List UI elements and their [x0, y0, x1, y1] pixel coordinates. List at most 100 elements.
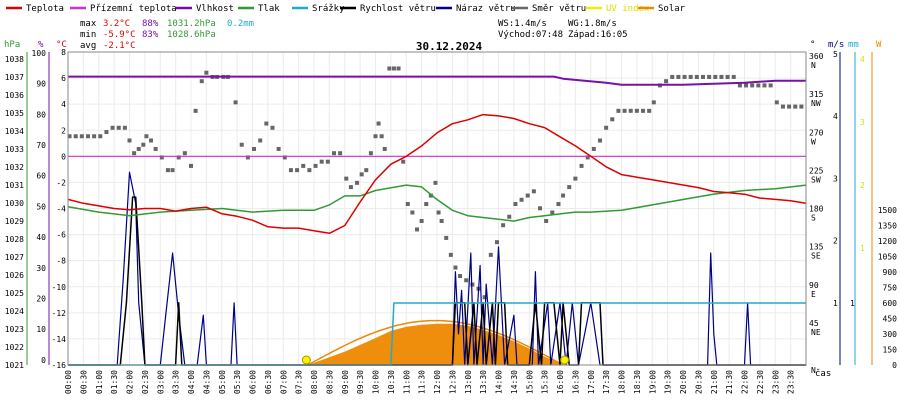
uv-marker	[560, 355, 570, 365]
tick-label-hpa: 1035	[5, 109, 24, 118]
tick-label-pct: 20	[36, 294, 46, 303]
legend-label: Přízemní teplota	[90, 4, 177, 14]
tick-label-compass: N	[811, 61, 816, 70]
plot-frame	[67, 51, 807, 366]
tick-label-time: 22:30	[756, 370, 765, 394]
tick-label-time: 16:30	[571, 370, 580, 394]
tick-label-time: 23:00	[771, 370, 780, 394]
tick-label-ms: 5	[833, 50, 838, 59]
tick-label-time: 08:30	[325, 370, 334, 394]
wind-direction-point	[448, 252, 453, 257]
wind-direction-point	[793, 104, 798, 109]
stats-block: max 3.2°C 88% 1031.2hPa 0.2mm min -5.9°C…	[80, 19, 628, 53]
axis-unit-mm: mm	[848, 40, 859, 50]
tick-label-compass: E	[811, 290, 816, 299]
tick-label-time: 01:30	[110, 370, 119, 394]
wind-direction-point	[787, 104, 792, 109]
wind-gust-avg: WG:1.8m/s	[568, 19, 617, 29]
tick-label-ms: 4	[833, 112, 838, 121]
tick-label-direction: 180	[809, 205, 824, 214]
wind-direction-point	[348, 185, 353, 190]
tick-label-time: 05:00	[218, 370, 227, 394]
legend-label: Srážky	[312, 4, 345, 14]
wind-direction-point	[338, 151, 343, 156]
stats-min-hum: 83%	[142, 30, 159, 40]
tick-label-hpa: 1021	[5, 361, 24, 370]
tick-label-time: 10:30	[387, 370, 396, 394]
wind-direction-point	[85, 134, 90, 139]
wind-direction-point	[73, 134, 78, 139]
tick-label-hpa: 1023	[5, 325, 24, 334]
wind-direction-point	[122, 125, 127, 130]
wind-direction-point	[149, 138, 154, 143]
tick-label-uv: 1	[860, 244, 865, 253]
series-wind-speed	[68, 196, 806, 366]
wind-direction-point	[616, 108, 621, 113]
wind-direction-point	[664, 79, 669, 84]
wind-direction-point	[379, 134, 384, 139]
legend-label: Teplota	[26, 4, 64, 14]
wind-direction-point	[301, 163, 306, 168]
wind-direction-point	[415, 227, 420, 232]
tick-label-direction: 270	[809, 128, 824, 137]
wind-direction-point	[744, 83, 749, 88]
stats-min-label: min	[80, 30, 96, 40]
tick-label-time: 14:00	[495, 370, 504, 394]
tick-label-w: 450	[883, 315, 898, 324]
wind-direction-point	[141, 142, 146, 147]
tick-label-w: 750	[883, 284, 898, 293]
tick-label-pct: 70	[36, 141, 46, 150]
wind-direction-point	[245, 155, 250, 160]
wind-direction-point	[344, 176, 349, 181]
wind-direction-point	[376, 121, 381, 126]
wind-direction-point	[641, 108, 646, 113]
wind-direction-point	[67, 134, 72, 139]
wind-direction-point	[768, 83, 773, 88]
tick-label-compass: NE	[811, 328, 821, 337]
wind-direction-point	[647, 108, 652, 113]
tick-label-hpa: 1026	[5, 271, 24, 280]
wind-direction-point	[189, 163, 193, 168]
wind-direction-point	[170, 168, 175, 173]
tick-label-time: 21:00	[710, 370, 719, 394]
wind-direction-point	[419, 218, 424, 223]
tick-label-time: 19:30	[664, 370, 673, 394]
tick-label-direction: 315	[809, 90, 824, 99]
wind-direction-point	[252, 146, 257, 151]
tick-label-hpa: 1034	[5, 127, 24, 136]
wind-direction-point	[579, 163, 584, 168]
wind-direction-point	[307, 168, 312, 173]
wind-direction-point	[494, 240, 499, 245]
wind-direction-point	[153, 146, 158, 151]
tick-label-direction: 360	[809, 52, 824, 61]
tick-label-time: 12:00	[433, 370, 442, 394]
tick-label-time: 17:30	[602, 370, 611, 394]
wind-direction-point	[538, 206, 543, 211]
tick-label-time: 05:30	[233, 370, 242, 394]
tick-label-degc: -4	[56, 205, 66, 214]
wind-direction-point	[325, 159, 330, 164]
wind-direction-point	[573, 176, 578, 181]
tick-label-ms: 3	[833, 174, 838, 183]
wind-direction-point	[276, 146, 281, 151]
tick-label-hpa: 1028	[5, 235, 24, 244]
axis-unit-degc: °C	[56, 40, 67, 50]
tick-label-time: 00:30	[79, 370, 88, 394]
wind-direction-point	[507, 214, 512, 219]
wind-direction-point	[288, 168, 293, 173]
tick-label-time: 07:00	[279, 370, 288, 394]
tick-label-time: 20:00	[679, 370, 688, 394]
wind-direction-point	[159, 155, 164, 160]
wind-direction-point	[682, 74, 687, 79]
tick-label-w: 0	[892, 361, 897, 370]
wind-direction-point	[258, 138, 263, 143]
legend-label: Rychlost větru	[360, 4, 436, 14]
tick-label-time: 02:00	[126, 370, 135, 394]
stats-avg-label: avg	[80, 41, 96, 51]
wind-direction-point	[513, 202, 518, 207]
tick-label-w: 300	[883, 330, 898, 339]
tick-label-time: 10:00	[372, 370, 381, 394]
wind-direction-point	[79, 134, 84, 139]
wind-direction-point	[270, 125, 275, 130]
tick-label-degc: 4	[61, 100, 66, 109]
